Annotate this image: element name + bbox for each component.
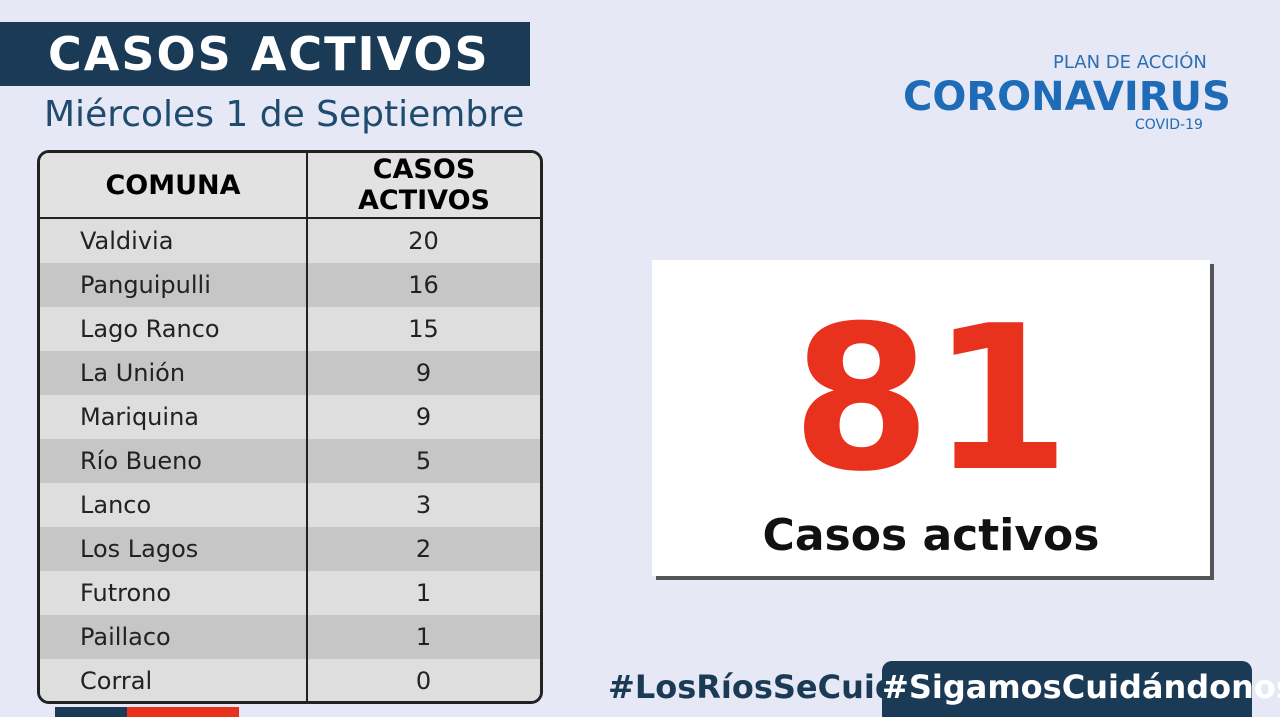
cell: Panguipulli (40, 263, 308, 307)
row: Mariquina 9 (40, 395, 540, 439)
cell: Futrono (40, 571, 308, 615)
stripe (127, 707, 239, 717)
row: Los Lagos 2 (40, 527, 540, 571)
row: Valdivia 20 (40, 218, 540, 263)
row: Lago Ranco 15 (40, 307, 540, 351)
cell: Los Lagos (40, 527, 308, 571)
cell: Máfil (40, 703, 307, 704)
logo-top: PLAN DE ACCIÓN (1053, 52, 1207, 73)
cell: Río Bueno (40, 439, 308, 483)
header-cell: COMUNA (40, 153, 308, 219)
table: COMUNA CASOS ACTIVOS Valdivia 20 Panguipulli… (37, 150, 543, 704)
cell: 15 (307, 307, 540, 351)
title: CASOS ACTIVOS (0, 22, 530, 86)
cell: Paillaco (40, 615, 308, 659)
cell: 16 (307, 263, 540, 307)
cell: Lago Ranco (40, 307, 308, 351)
row: Lanco 3 (40, 483, 540, 527)
row: Paillaco 1 (40, 615, 540, 659)
total-box: 81 Casos activos (652, 260, 1210, 576)
total-value: 81 (791, 283, 1071, 516)
cell: Mariquina (40, 395, 308, 439)
cell: 9 (307, 351, 540, 395)
row: Río Bueno 5 (40, 439, 540, 483)
row: Panguipulli 16 (40, 263, 540, 307)
cell: 1 (307, 571, 540, 615)
stripe (55, 707, 127, 717)
row: Máfil0 (40, 703, 540, 704)
cell: Corral (40, 659, 308, 701)
cell: 0 (307, 659, 540, 701)
cell: Valdivia (40, 218, 308, 263)
header-cell: CASOS ACTIVOS (307, 153, 540, 219)
row: Futrono 1 (40, 571, 540, 615)
hashtag: #SigamosCuidándonos (882, 661, 1280, 717)
date: Miércoles 1 de Septiembre (44, 94, 525, 135)
cell: 2 (307, 527, 540, 571)
cell: La Unión (40, 351, 308, 395)
cell: 3 (307, 483, 540, 527)
hashtag: #LosRíosSeCuida (608, 668, 920, 706)
cell: 20 (307, 218, 540, 263)
row: Corral 0 (40, 659, 540, 701)
cell: 9 (307, 395, 540, 439)
cell: 0 (307, 703, 540, 704)
total-label: Casos activos (762, 510, 1100, 561)
cell: 1 (307, 615, 540, 659)
cell: 5 (307, 439, 540, 483)
logo-sub: COVID-19 (1135, 117, 1203, 133)
cell: Lanco (40, 483, 308, 527)
logo-main: CORONAVIRUS (903, 74, 1231, 120)
row: La Unión 9 (40, 351, 540, 395)
